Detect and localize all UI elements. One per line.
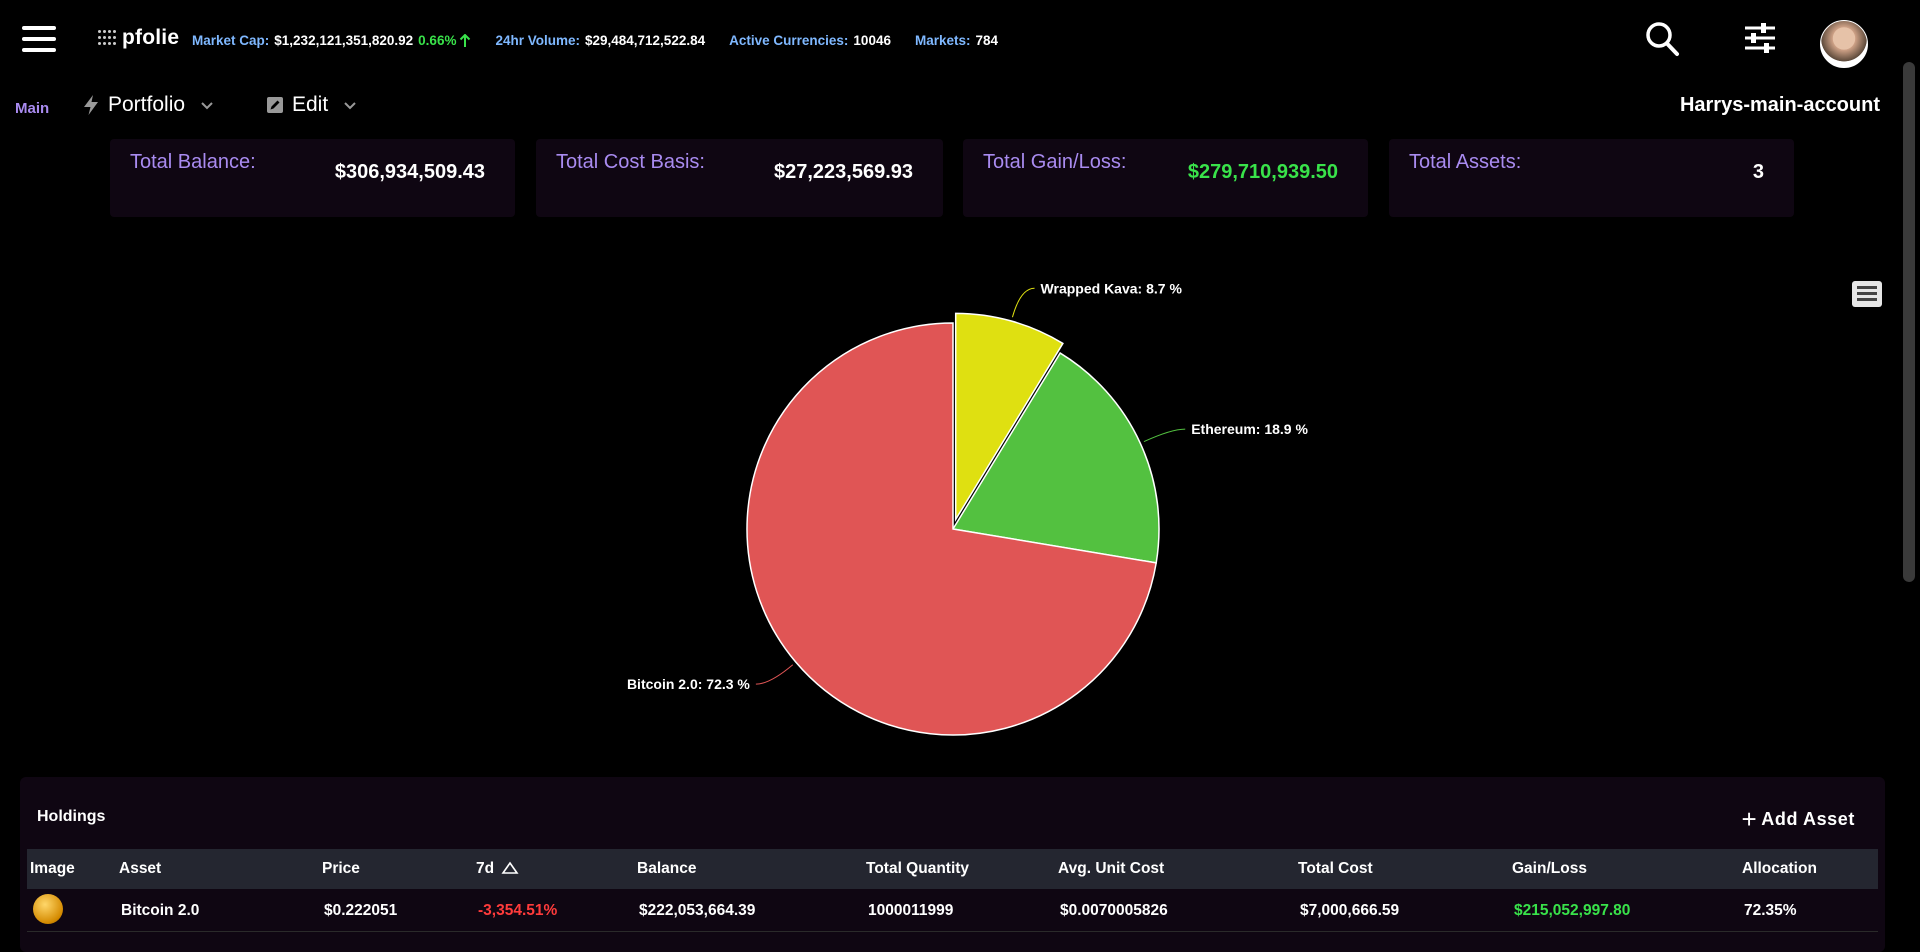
chevron-down-icon (201, 102, 213, 110)
table-row[interactable]: Bitcoin 2.0 $0.222051 -3,354.51% $222,05… (27, 890, 1878, 932)
asset-name: Bitcoin 2.0 (121, 902, 200, 919)
edit-dropdown[interactable]: Edit (266, 93, 358, 117)
pie-connector-line (1011, 287, 1035, 318)
tab-main[interactable]: Main (15, 100, 50, 117)
asset-change-7d: -3,354.51% (478, 902, 558, 919)
total-balance-card: Total Balance: $306,934,509.43 (110, 139, 515, 217)
total-gain-loss-card: Total Gain/Loss: $279,710,939.50 (963, 139, 1368, 217)
card-value: $279,710,939.50 (1187, 161, 1338, 183)
market-cap-value: $1,232,121,351,820.92 (274, 33, 414, 48)
column-header-image[interactable]: Image (30, 860, 75, 877)
column-header-7d[interactable]: 7d (476, 860, 519, 878)
chevron-down-icon (344, 102, 356, 110)
pie-data-label: Ethereum: 18.9 % (1191, 421, 1308, 437)
asset-gain-loss: $215,052,997.80 (1514, 902, 1631, 919)
add-asset-button[interactable]: + Add Asset (1741, 804, 1855, 835)
pie-slice-bitcoin-2-0[interactable] (746, 322, 1158, 736)
asset-quantity: 1000011999 (868, 902, 954, 919)
asset-avg-cost: $0.0070005826 (1060, 902, 1168, 919)
volume: 24hr Volume: $29,484,712,522.84 (495, 33, 705, 48)
column-header-avg-unit-cost[interactable]: Avg. Unit Cost (1058, 860, 1165, 877)
pie-slice-wrapped-kava[interactable] (954, 312, 1064, 523)
portfolio-label: Portfolio (108, 93, 186, 116)
column-header-gain-loss[interactable]: Gain/Loss (1512, 860, 1587, 877)
settings-sliders-icon[interactable] (1742, 20, 1778, 56)
market-cap-change: 0.66% (418, 33, 457, 48)
pie-connector-line (755, 664, 794, 685)
column-header-total-cost[interactable]: Total Cost (1298, 860, 1373, 877)
add-asset-label: Add Asset (1761, 809, 1855, 829)
pie-connector-line (1143, 428, 1186, 443)
portfolio-dropdown[interactable]: Portfolio (82, 93, 215, 117)
holdings-title: Holdings (37, 808, 106, 825)
sort-ascending-icon (501, 861, 519, 874)
holdings-panel: Holdings + Add Asset Image Asset Price 7d… (20, 777, 1885, 952)
market-cap-label: Market Cap: (192, 33, 270, 48)
plus-icon: + (1741, 804, 1758, 834)
currencies-value: 10046 (853, 33, 891, 48)
column-header-price[interactable]: Price (322, 860, 360, 877)
column-header-allocation[interactable]: Allocation (1742, 860, 1817, 877)
total-assets-card: Total Assets: 3 (1389, 139, 1794, 217)
column-header-total-quantity[interactable]: Total Quantity (866, 860, 970, 877)
logo-icon (98, 30, 116, 46)
menu-icon[interactable] (22, 26, 56, 52)
column-7d-label: 7d (476, 860, 495, 877)
allocation-pie-chart: Wrapped Kava: 8.7 % Ethereum: 18.9 % Bitco… (626, 279, 1309, 736)
top-bar: pfolie Market Cap: $1,232,121,351,820.92… (0, 0, 1920, 84)
total-cost-basis-card: Total Cost Basis: $27,223,569.93 (536, 139, 943, 217)
user-avatar[interactable] (1820, 20, 1868, 68)
card-value: $27,223,569.93 (773, 161, 913, 183)
account-name: Harrys-main-account (1679, 94, 1880, 116)
scrollbar[interactable] (1903, 62, 1915, 582)
card-label: Total Assets: (1409, 151, 1522, 173)
card-label: Total Cost Basis: (556, 151, 705, 173)
edit-label: Edit (292, 93, 329, 116)
card-label: Total Balance: (130, 151, 256, 173)
table-header: Image Asset Price 7d Balance Total Quant… (27, 849, 1878, 889)
bitcoin-coin-icon (33, 894, 63, 924)
column-header-asset[interactable]: Asset (119, 860, 162, 877)
card-label: Total Gain/Loss: (983, 151, 1127, 173)
search-icon[interactable] (1644, 20, 1680, 58)
currencies-label: Active Currencies: (729, 33, 849, 48)
asset-allocation: 72.35% (1744, 902, 1797, 919)
card-value: 3 (1752, 161, 1764, 183)
market-cap: Market Cap: $1,232,121,351,820.92 0.66% (192, 33, 471, 48)
pie-data-label: Bitcoin 2.0: 72.3 % (627, 676, 750, 692)
card-value: $306,934,509.43 (334, 161, 485, 183)
markets-value: 784 (975, 33, 999, 48)
asset-balance: $222,053,664.39 (639, 902, 756, 919)
column-header-balance[interactable]: Balance (637, 860, 697, 877)
volume-value: $29,484,712,522.84 (584, 33, 706, 48)
markets: Markets: 784 (915, 33, 998, 48)
market-ticker: Market Cap: $1,232,121,351,820.92 0.66% … (192, 33, 1022, 48)
chart-menu-icon[interactable] (1852, 281, 1882, 307)
asset-total-cost: $7,000,666.59 (1300, 902, 1400, 919)
volume-label: 24hr Volume: (495, 33, 580, 48)
sub-navigation: Main Portfolio Edit Harrys-main-account (0, 90, 1920, 122)
pie-slice-ethereum[interactable] (951, 352, 1160, 564)
arrow-up-icon (460, 33, 471, 47)
active-currencies: Active Currencies: 10046 (729, 33, 891, 48)
edit-icon (267, 97, 283, 113)
logo-text: pfolie (122, 26, 180, 49)
markets-label: Markets: (914, 33, 971, 48)
lightning-icon (84, 95, 98, 115)
logo[interactable]: pfolie (98, 26, 179, 50)
pie-data-label: Wrapped Kava: 8.7 % (1041, 280, 1183, 296)
asset-price: $0.222051 (324, 902, 398, 919)
